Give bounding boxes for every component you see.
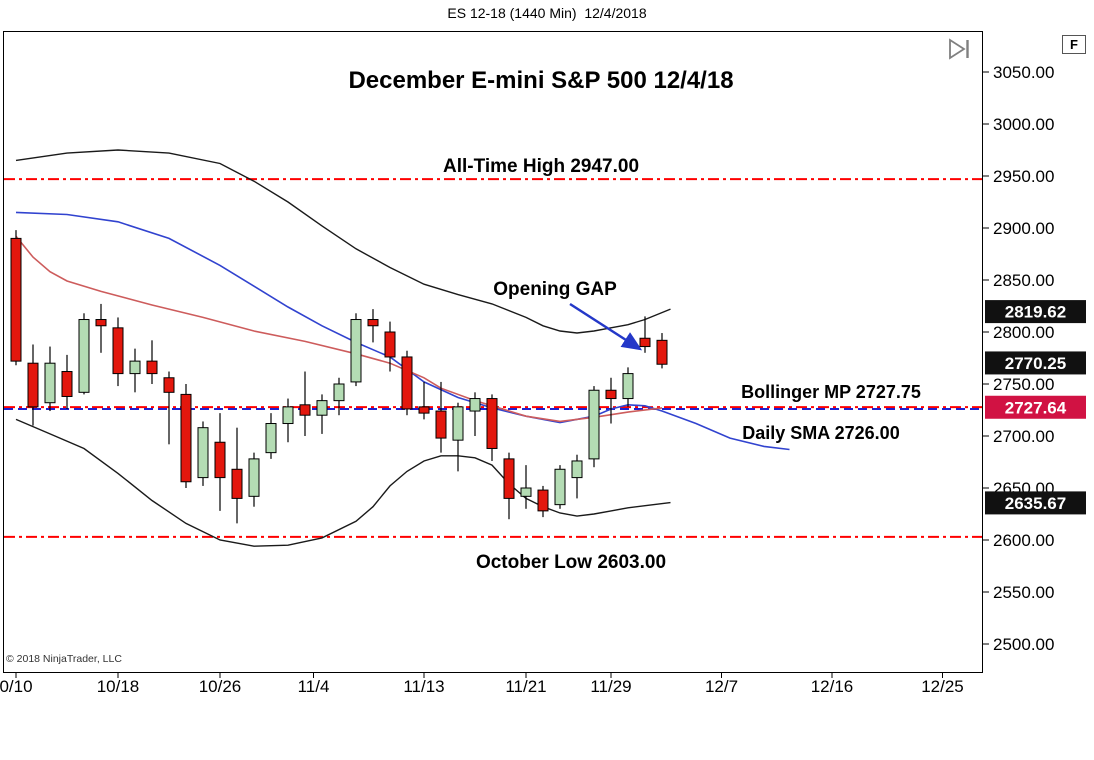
candle-11/28 <box>588 389 600 460</box>
y-axis-label: 2600.00 <box>993 531 1054 550</box>
window-title: ES 12-18 (1440 Min) 12/4/2018 <box>447 5 647 21</box>
x-axis-label: 11/13 <box>403 677 444 696</box>
candle-10/18 <box>112 327 124 375</box>
candle-11/26 <box>554 468 566 506</box>
candle-11/8 <box>367 319 379 327</box>
candle-10/19 <box>129 360 141 375</box>
all-time-high-label: All-Time High 2947.00 <box>443 156 639 177</box>
daily-sma-label: Daily SMA 2726.00 <box>742 423 899 443</box>
candle-11/6 <box>333 383 345 402</box>
candle-10/23 <box>163 377 175 393</box>
y-axis-label: 2850.00 <box>993 271 1054 290</box>
candle-10/26 <box>214 441 226 479</box>
candle-10/29 <box>231 468 243 499</box>
candle-11/19 <box>486 398 498 449</box>
x-axis-label: 10/26 <box>199 677 242 696</box>
x-axis-label: 11/4 <box>298 677 330 696</box>
candle-10/24 <box>180 393 192 483</box>
candle-11/29 <box>605 389 617 400</box>
price-marker-value: 2635.67 <box>1005 494 1066 513</box>
candle-10/31 <box>265 423 277 454</box>
price-marker-value: 2770.25 <box>1005 354 1066 373</box>
x-axis-label: 12/7 <box>705 677 738 696</box>
candle-11/1 <box>282 406 294 425</box>
y-axis-label: 2800.00 <box>993 323 1054 342</box>
candle-11/5 <box>316 400 328 416</box>
candle-11/20 <box>503 458 515 499</box>
play-triangle-icon <box>949 38 966 60</box>
chart-title-annotation: December E-mini S&P 500 12/4/18 <box>348 67 733 94</box>
candle-11/16 <box>469 398 481 412</box>
candle-11/9 <box>384 331 396 358</box>
opening-gap-arrow <box>569 302 643 351</box>
candle-10/22 <box>146 360 158 375</box>
y-axis-label: 2750.00 <box>993 375 1054 394</box>
candle-10/11 <box>27 362 39 408</box>
candle-11/30 <box>622 373 634 400</box>
x-axis-label: 0/10 <box>0 677 33 696</box>
y-axis-label: 2950.00 <box>993 167 1054 186</box>
x-axis-label: 10/18 <box>97 677 140 696</box>
x-axis-label: 12/25 <box>921 677 964 696</box>
candle-11/7 <box>350 319 362 383</box>
price-marker-box <box>985 351 1086 375</box>
overlay-bollinger-lower <box>15 418 671 547</box>
candle-11/12 <box>401 356 413 410</box>
candle-11/15 <box>452 406 464 441</box>
y-axis-label: 2550.00 <box>993 583 1054 602</box>
f-button[interactable]: F <box>1062 35 1086 54</box>
bollinger-mp-label: Bollinger MP 2727.75 <box>741 382 921 402</box>
overlay-bollinger-upper <box>15 149 671 334</box>
candle-10/12 <box>44 362 56 404</box>
price-marker-box <box>985 395 1086 419</box>
y-axis-label: 3050.00 <box>993 63 1054 82</box>
candle-11/21 <box>520 487 532 497</box>
candle-11/2 <box>299 404 311 416</box>
candle-10/30 <box>248 458 260 497</box>
price-marker-value: 2819.62 <box>1005 303 1066 322</box>
candle-10/15 <box>61 371 73 397</box>
candle-12/4 <box>656 339 668 365</box>
candle-11/14 <box>435 410 447 439</box>
candle-10/25 <box>197 427 209 479</box>
candle-11/27 <box>571 460 583 479</box>
y-axis-label: 2500.00 <box>993 635 1054 654</box>
october-low-label: October Low 2603.00 <box>476 552 666 573</box>
x-axis-label: 12/16 <box>811 677 854 696</box>
y-axis-label: 3000.00 <box>993 115 1054 134</box>
candle-10/16 <box>78 319 90 393</box>
price-marker-box <box>985 300 1086 324</box>
x-axis-label: 11/21 <box>505 677 546 696</box>
price-marker-value: 2727.64 <box>1005 398 1067 417</box>
skip-to-end-icon[interactable] <box>946 37 976 61</box>
copyright-text: © 2018 NinjaTrader, LLC <box>6 653 122 665</box>
candle-12/3 <box>639 337 651 348</box>
y-axis-label: 2700.00 <box>993 427 1054 446</box>
opening-gap-label: Opening GAP <box>493 279 617 300</box>
y-axis-label: 2900.00 <box>993 219 1054 238</box>
candle-11/13 <box>418 406 430 414</box>
x-axis-label: 11/29 <box>590 677 631 696</box>
candle-10/17 <box>95 319 107 327</box>
price-marker-box <box>985 491 1086 515</box>
plot-border <box>3 31 983 673</box>
candle-10/10 <box>10 237 22 362</box>
candle-11/23 <box>537 489 549 512</box>
